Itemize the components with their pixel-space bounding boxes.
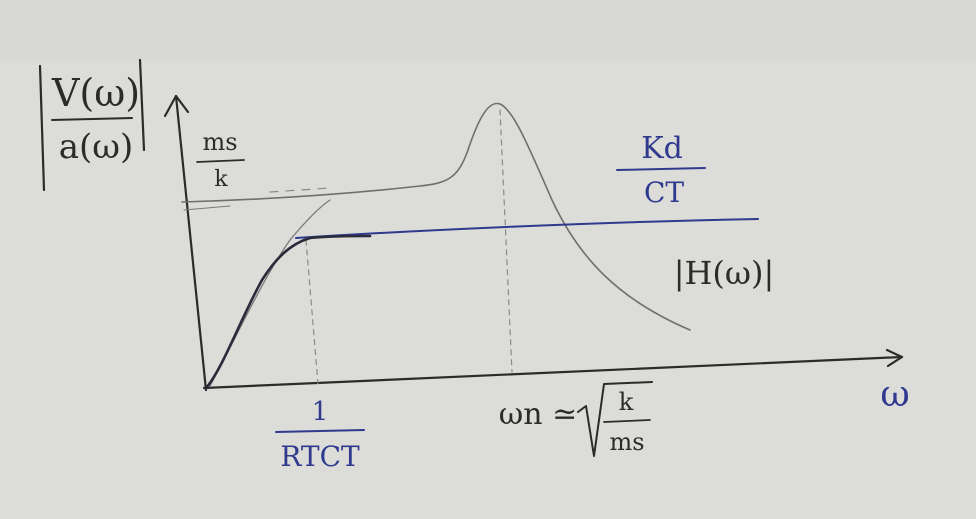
axes	[163, 94, 904, 392]
cutoff-fraction-bar	[275, 429, 365, 433]
resonance-denominator: ms	[609, 428, 644, 456]
resonance-prefix: ωn ≃	[499, 397, 577, 432]
resonance-guide	[499, 109, 513, 373]
y-axis-arrow	[163, 94, 190, 118]
resonance-curve	[181, 102, 691, 331]
y-axis-fraction-bar	[51, 117, 133, 121]
cutoff-denominator: RTCT	[280, 440, 360, 473]
gain-label: Kd CT	[616, 131, 706, 209]
y-axis	[174, 94, 208, 392]
level-label: ms k	[196, 128, 245, 192]
abs-bar-left	[38, 64, 46, 192]
level-stub	[183, 205, 231, 211]
x-axis-arrow	[885, 348, 904, 368]
y-axis-label: V(ω) a(ω)	[38, 58, 146, 192]
x-axis-label: ω	[880, 374, 909, 415]
x-axis	[202, 355, 904, 390]
whiteboard-shade	[0, 0, 976, 60]
gain-fraction-bar	[616, 167, 706, 171]
gain-line	[295, 218, 759, 239]
level-fraction-bar	[196, 159, 245, 163]
transfer-label: |H(ω)|	[674, 254, 775, 292]
resonance-numerator: k	[619, 388, 634, 416]
resonance-label: ωn ≃ k ms	[499, 381, 653, 457]
cutoff-label: 1 RTCT	[275, 397, 365, 473]
cutoff-guide	[305, 239, 319, 385]
resonance-fraction-bar	[603, 419, 651, 423]
plateau-tick	[269, 187, 331, 193]
gain-denominator: CT	[644, 176, 684, 209]
y-axis-numerator: V(ω)	[51, 71, 140, 115]
y-axis-denominator: a(ω)	[59, 127, 134, 167]
sqrt-sign	[577, 381, 653, 457]
transfer-curve	[204, 234, 372, 390]
level-numerator: ms	[202, 128, 237, 156]
level-denominator: k	[214, 167, 228, 192]
abs-bar-right	[138, 58, 146, 152]
guide-lines	[269, 109, 513, 385]
cutoff-numerator: 1	[312, 397, 329, 427]
gain-numerator: Kd	[641, 131, 683, 166]
